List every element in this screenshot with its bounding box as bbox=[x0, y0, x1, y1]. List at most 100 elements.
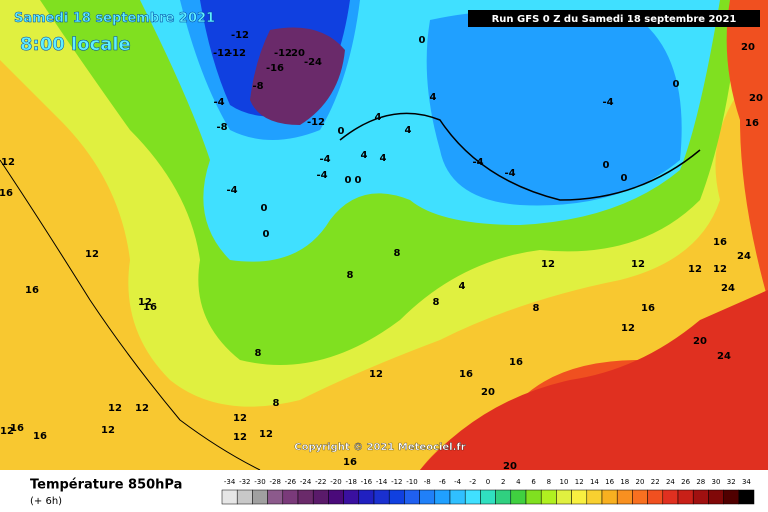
legend-tick: -16 bbox=[361, 478, 373, 486]
legend-swatch bbox=[358, 489, 375, 505]
legend-swatch bbox=[510, 489, 527, 505]
legend-swatch bbox=[297, 489, 314, 505]
contour-label: 12 bbox=[101, 425, 115, 436]
contour-label: 16 bbox=[509, 357, 523, 368]
contour-label: 16 bbox=[25, 285, 39, 296]
legend-tick: -20 bbox=[330, 478, 341, 486]
legend-tick: 28 bbox=[696, 478, 705, 486]
legend-tick: 0 bbox=[486, 478, 490, 486]
legend-swatch bbox=[388, 489, 405, 505]
legend-tick: -2 bbox=[469, 478, 476, 486]
contour-label: 12 bbox=[233, 432, 247, 443]
contour-label: 4 bbox=[361, 150, 368, 161]
contour-label: -12 bbox=[213, 48, 231, 59]
contour-label: 16 bbox=[143, 302, 157, 313]
legend-tick: -34 bbox=[224, 478, 236, 486]
contour-label: 4 bbox=[405, 125, 412, 136]
contour-label: 0 bbox=[338, 126, 345, 137]
legend-tick: 20 bbox=[636, 478, 645, 486]
contour-label: 0 bbox=[263, 229, 270, 240]
legend-swatch bbox=[312, 489, 329, 505]
contour-label: 20 bbox=[741, 42, 755, 53]
legend-subtitle: (+ 6h) bbox=[30, 496, 62, 507]
legend-swatch bbox=[252, 489, 268, 505]
legend-tick: 18 bbox=[620, 478, 629, 486]
contour-label: -12 bbox=[274, 48, 292, 59]
contour-label: 0 bbox=[345, 175, 352, 186]
contour-label: 16 bbox=[343, 457, 357, 468]
contour-label: 0 bbox=[673, 79, 680, 90]
legend-tick: 12 bbox=[575, 478, 584, 486]
legend-swatch bbox=[328, 489, 344, 505]
legend-swatch bbox=[723, 489, 740, 505]
legend-swatch bbox=[480, 489, 496, 505]
legend-swatch bbox=[616, 489, 633, 505]
contour-label: 0 bbox=[603, 160, 610, 171]
map-time: 8:00 locale bbox=[20, 34, 131, 55]
contour-label: -12 bbox=[228, 48, 246, 59]
run-info: Run GFS 0 Z du Samedi 18 septembre 2021 bbox=[492, 14, 737, 25]
hotter-zone bbox=[420, 290, 768, 470]
contour-label: -8 bbox=[252, 81, 263, 92]
legend-swatch bbox=[343, 489, 360, 505]
legend-tick: 30 bbox=[712, 478, 721, 486]
legend-swatch bbox=[464, 489, 481, 505]
contour-label: -24 bbox=[304, 57, 322, 68]
contour-label: 12 bbox=[688, 264, 702, 275]
contour-label: 24 bbox=[717, 351, 731, 362]
legend-swatch bbox=[221, 489, 238, 505]
legend-tick: 22 bbox=[651, 478, 660, 486]
legend-swatch bbox=[540, 489, 557, 505]
legend-tick: 24 bbox=[666, 478, 675, 486]
contour-label: 20 bbox=[291, 48, 305, 59]
legend-tick: 16 bbox=[605, 478, 614, 486]
contour-label: 4 bbox=[375, 112, 382, 123]
contour-label: 12 bbox=[259, 429, 273, 440]
legend-tick: -30 bbox=[254, 478, 265, 486]
contour-label: 8 bbox=[394, 248, 401, 259]
contour-label: 16 bbox=[713, 237, 727, 248]
contour-label: 12 bbox=[713, 264, 727, 275]
isotherm bbox=[339, 112, 701, 201]
contour-label: 8 bbox=[533, 303, 540, 314]
map-date: Samedi 18 septembre 2021 bbox=[14, 11, 215, 26]
legend-swatch bbox=[267, 489, 284, 505]
contour-label: 12 bbox=[631, 259, 645, 270]
contour-label: -4 bbox=[504, 168, 515, 179]
contour-label: 20 bbox=[503, 461, 517, 472]
legend-swatch bbox=[449, 489, 466, 505]
legend-swatch bbox=[632, 489, 648, 505]
legend-tick: 14 bbox=[590, 478, 599, 486]
contour-label: -4 bbox=[226, 185, 237, 196]
contour-label: 4 bbox=[430, 92, 437, 103]
legend-swatch bbox=[571, 489, 588, 505]
contour-label: -12 bbox=[231, 30, 249, 41]
contour-label: 12 bbox=[541, 259, 555, 270]
legend-tick: -4 bbox=[454, 478, 462, 486]
contour-label: -4 bbox=[213, 97, 224, 108]
legend-tick: -10 bbox=[406, 478, 417, 486]
contour-label: 0 bbox=[419, 35, 426, 46]
legend-swatch bbox=[236, 489, 253, 505]
contour-label: 12 bbox=[0, 426, 14, 437]
contour-label: 24 bbox=[721, 283, 735, 294]
legend-swatch bbox=[434, 489, 451, 505]
legend-tick: -12 bbox=[391, 478, 402, 486]
contour-label: 0 bbox=[261, 203, 268, 214]
coldest-zone bbox=[250, 27, 345, 125]
legend-tick: -24 bbox=[300, 478, 312, 486]
contour-label: 20 bbox=[481, 387, 495, 398]
contour-label: 12 bbox=[233, 413, 247, 424]
contour-label: 0 bbox=[355, 175, 362, 186]
contour-label: 16 bbox=[10, 423, 24, 434]
legend-tick: -18 bbox=[345, 478, 356, 486]
legend-tick: -8 bbox=[424, 478, 431, 486]
contour-label: 8 bbox=[273, 398, 280, 409]
legend-tick: -22 bbox=[315, 478, 326, 486]
run-box bbox=[468, 10, 760, 27]
contour-label: 8 bbox=[433, 297, 440, 308]
copyright: Copyright © 2021 Meteociel.fr bbox=[294, 442, 465, 453]
legend-swatch bbox=[404, 489, 420, 505]
